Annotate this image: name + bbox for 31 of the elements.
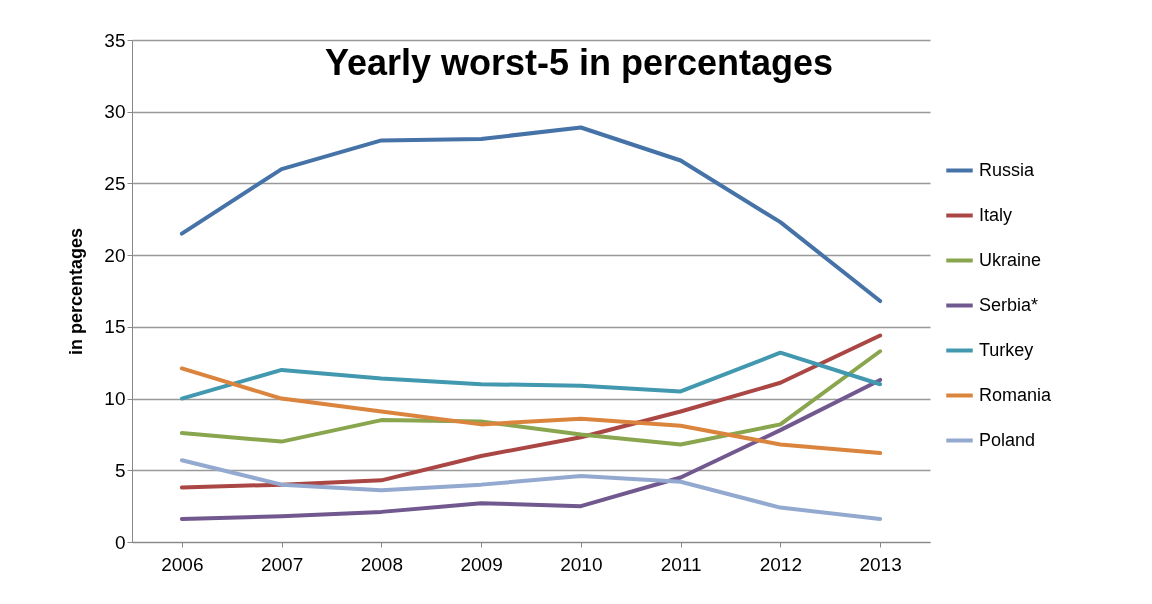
- x-tick-label: 2006: [161, 553, 204, 575]
- y-axis-title: in percentages: [66, 227, 87, 356]
- legend-label: Turkey: [979, 339, 1034, 360]
- line-series: [179, 333, 883, 490]
- y-tick-label: 30: [104, 101, 126, 123]
- line-series: [179, 458, 883, 522]
- x-tick-label: 2008: [360, 553, 404, 575]
- x-tick-label: 2007: [260, 553, 304, 575]
- x-tick-label: 2013: [859, 553, 902, 575]
- y-tick-label: 5: [114, 459, 126, 481]
- legend-label: Ukraine: [979, 249, 1042, 270]
- line-series: [179, 366, 883, 456]
- legend-label: Romania: [979, 384, 1053, 405]
- legend-label: Poland: [979, 429, 1036, 450]
- y-tick-label: 25: [104, 172, 126, 194]
- y-tick-label: 10: [104, 388, 126, 410]
- line-series: [179, 377, 883, 522]
- legend-label: Italy: [979, 204, 1013, 225]
- y-tick-label: 20: [104, 244, 126, 266]
- chart-title: Yearly worst-5 in percentages: [324, 42, 834, 83]
- line-series: [179, 125, 883, 304]
- legend-label: Russia: [979, 159, 1036, 180]
- line-series: [179, 350, 883, 401]
- y-tick-label: 35: [104, 29, 126, 51]
- y-tick-label: 0: [114, 531, 126, 553]
- x-tick-label: 2012: [759, 553, 803, 575]
- x-tick-label: 2010: [560, 553, 603, 575]
- y-tick-label: 15: [104, 316, 126, 338]
- legend-label: Serbia*: [979, 294, 1039, 315]
- x-tick-label: 2011: [660, 553, 702, 575]
- x-tick-label: 2009: [460, 553, 503, 575]
